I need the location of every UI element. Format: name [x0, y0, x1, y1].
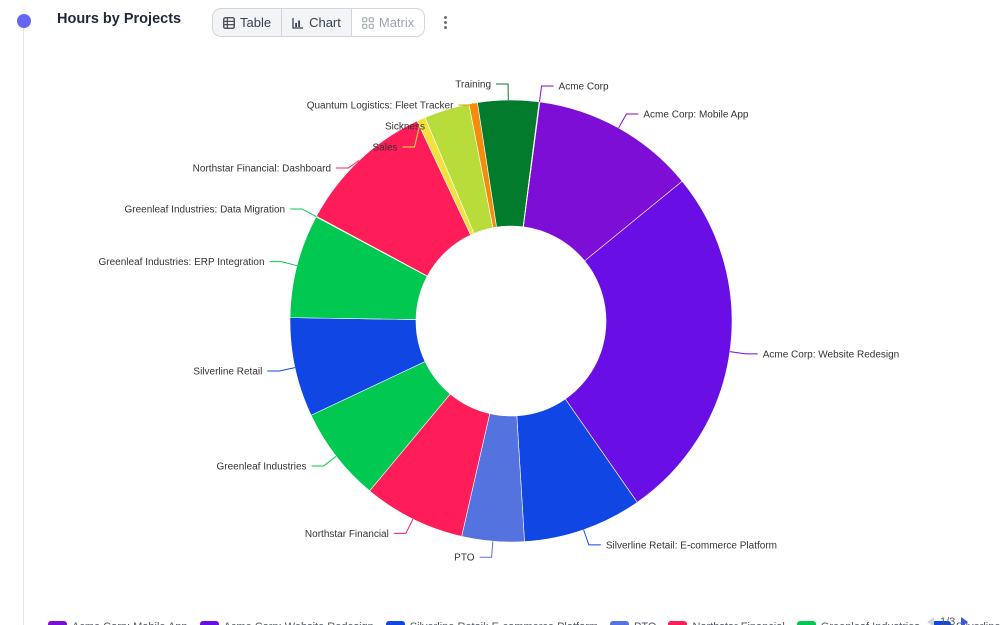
leader-line-acme-corp-website-redesign [729, 351, 758, 355]
legend-item[interactable]: Acme Corp: Mobile App [48, 621, 188, 625]
leader-line-pto [479, 541, 494, 558]
slice-label-northstar-financial-dashboard: Northstar Financial: Dashboard [193, 164, 331, 175]
leader-line-training [496, 83, 509, 101]
slice-label-greenleaf-industries-erp-integration: Greenleaf Industries: ERP Integration [99, 257, 265, 268]
legend-item[interactable]: Greenleaf Industries [796, 621, 920, 625]
chart-legend: Acme Corp: Mobile App Acme Corp: Website … [48, 617, 1000, 625]
slice-label-acme-corp-website-redesign: Acme Corp: Website Redesign [763, 349, 900, 360]
leader-line-acme-corp-mobile-app [618, 113, 639, 129]
legend-label: Silverline Retail: E-commerce Platform [410, 621, 598, 625]
legend-page-indicator: 1/3 [940, 616, 956, 625]
matrix-icon [362, 16, 374, 29]
legend-prev-icon[interactable] [927, 617, 934, 625]
legend-label: Acme Corp: Website Redesign [224, 621, 374, 625]
table-view-label: Table [240, 15, 272, 30]
legend-label: PTO [634, 621, 656, 625]
chart-icon [292, 17, 304, 29]
slice-label-greenleaf-industries-data-migration: Greenleaf Industries: Data Migration [124, 204, 285, 215]
legend-swatch [48, 621, 67, 625]
legend-next-icon[interactable] [961, 617, 969, 625]
legend-item[interactable]: Northstar Financial [668, 621, 785, 625]
leader-line-sickness [429, 109, 448, 127]
slice-label-training: Training [455, 80, 491, 91]
leader-line-northstar-financial-dashboard [336, 160, 360, 169]
slice-label-acme-corp-mobile-app: Acme Corp: Mobile App [643, 109, 748, 120]
slice-label-sickness: Sickness [385, 122, 425, 133]
leader-line-greenleaf-industries [311, 455, 337, 467]
more-options-icon[interactable] [438, 12, 452, 32]
leader-line-acme-corp [538, 85, 554, 102]
legend-swatch [199, 621, 219, 625]
chart-view-label: Chart [309, 15, 341, 30]
leader-line-greenleaf-industries-data-migration [290, 208, 317, 217]
legend-swatch [668, 621, 688, 625]
legend-label: Northstar Financial [692, 621, 784, 625]
slice-label-pto: PTO [454, 553, 475, 564]
legend-swatch [796, 621, 816, 625]
slice-label-acme-corp: Acme Corp [559, 81, 609, 92]
leader-line-silverline-retail [267, 367, 296, 372]
slice-label-quantum-logistics-fleet-tracker: Quantum Logistics: Fleet Tracker [307, 101, 454, 112]
leader-line-sales [402, 119, 422, 148]
table-view-button[interactable]: Table [213, 9, 283, 36]
slice-label-sales: Sales [372, 143, 397, 154]
timeline-dot [17, 14, 31, 28]
legend-label: Silverline Retail [956, 621, 1000, 625]
matrix-view-label: Matrix [378, 15, 415, 30]
matrix-view-button[interactable]: Matrix [351, 9, 425, 36]
legend-pager: 1/3 [927, 616, 969, 625]
legend-item[interactable]: Silverline Retail [931, 621, 1000, 625]
legend-swatch [610, 621, 630, 625]
legend-item[interactable]: Acme Corp: Website Redesign [199, 621, 374, 625]
slice-label-silverline-retail-e-commerce-platform: Silverline Retail: E-commerce Platform [606, 540, 777, 551]
leader-line-silverline-retail-e-commerce-platform [583, 529, 601, 546]
slice-label-silverline-retail: Silverline Retail [193, 366, 262, 377]
legend-label: Greenleaf Industries [821, 621, 920, 625]
table-icon [223, 16, 235, 29]
legend-item[interactable]: Silverline Retail: E-commerce Platform [385, 621, 598, 625]
slice-acme-corp[interactable] [522, 101, 541, 228]
slice-acme-corp-mobile-app[interactable] [523, 101, 683, 262]
legend-swatch [931, 621, 951, 625]
legend-item[interactable]: PTO [610, 621, 656, 625]
leader-line-quantum-logistics-fleet-tracker [458, 102, 474, 106]
donut-hole [416, 226, 606, 416]
leader-line-greenleaf-industries-erp-integration [269, 261, 298, 267]
legend-label: Acme Corp: Mobile App [72, 621, 188, 625]
slice-label-greenleaf-industries: Greenleaf Industries [217, 462, 307, 473]
legend-swatch [385, 621, 405, 625]
chart-view-button[interactable]: Chart [282, 9, 352, 36]
widget-title: Hours by Projects [57, 11, 182, 27]
timeline-line [23, 28, 24, 625]
leader-line-northstar-financial [393, 518, 414, 534]
slice-acme-corp-website-redesign[interactable] [564, 180, 733, 503]
view-toggle: Table Chart Matrix [212, 8, 426, 37]
slice-label-northstar-financial: Northstar Financial [305, 529, 389, 540]
